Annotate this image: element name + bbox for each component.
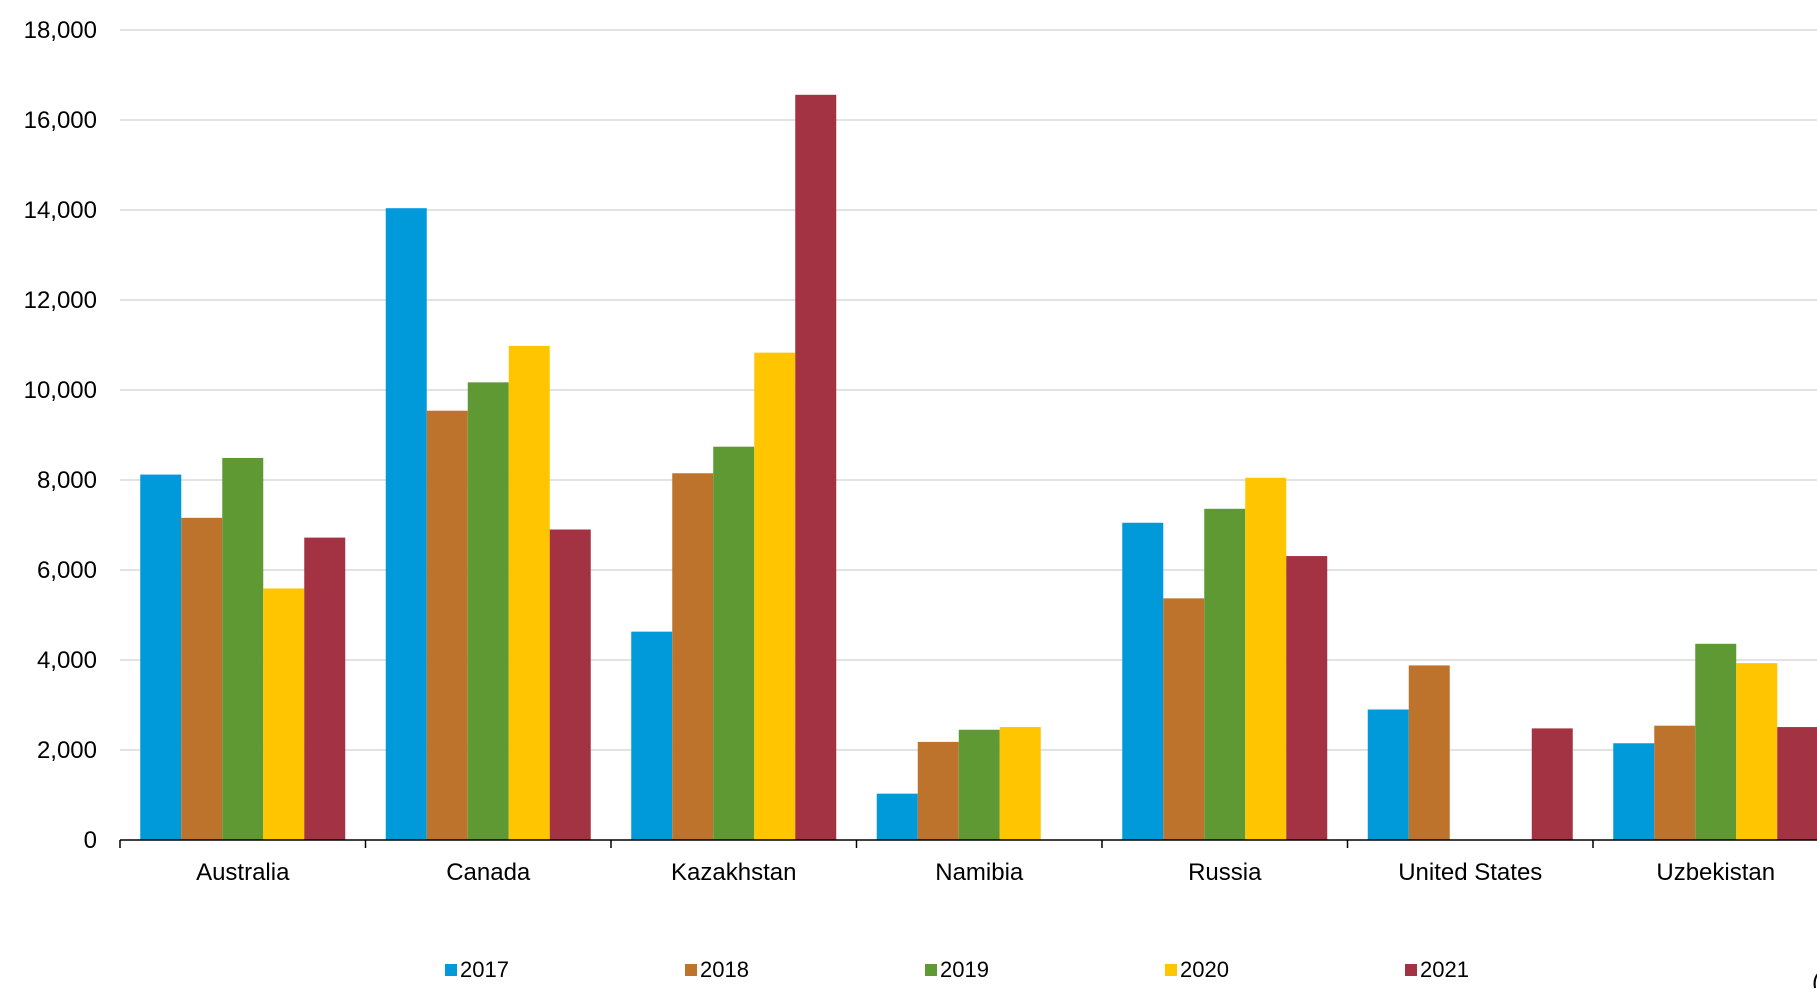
bar-2021-united-states: [1531, 728, 1573, 840]
x-tick-label: Canada: [446, 859, 531, 886]
legend-label: 2021: [1420, 957, 1469, 982]
bar-2018-united-states: [1408, 665, 1450, 840]
clipped-text-fragment: (: [1812, 969, 1817, 988]
bar-2021-uzbekistan: [1777, 727, 1817, 840]
bar-2018-namibia: [917, 741, 959, 840]
x-tick-label: United States: [1398, 859, 1542, 886]
bar-2017-russia: [1122, 522, 1164, 840]
bar-2020-uzbekistan: [1736, 663, 1778, 840]
legend-item-2019: 2019: [925, 957, 989, 982]
legend-swatch: [445, 964, 457, 976]
bar-2017-kazakhstan: [631, 631, 673, 840]
bar-2019-russia: [1204, 508, 1246, 840]
bar-2021-canada: [549, 529, 591, 840]
x-tick-label: Namibia: [935, 859, 1024, 886]
y-tick-label: 4,000: [37, 647, 97, 674]
y-tick-label: 12,000: [24, 287, 97, 314]
y-tick-label: 2,000: [37, 737, 97, 764]
legend-item-2017: 2017: [445, 957, 509, 982]
bar-2018-kazakhstan: [672, 473, 714, 840]
axes: 0 2,000 4,000 6,000 8,000 10,000 12,000 14,000 1…: [24, 17, 1817, 886]
bar-2021-kazakhstan: [795, 94, 837, 841]
legend-label: 2019: [940, 957, 989, 982]
bar-2019-canada: [467, 382, 509, 840]
bar-2020-namibia: [999, 727, 1041, 840]
bar-2021-russia: [1286, 556, 1328, 840]
y-tick-label: 18,000: [24, 17, 97, 44]
y-tick-label: 10,000: [24, 377, 97, 404]
legend: 2017 2018 2019 2020 2021: [445, 957, 1469, 982]
bar-2017-united-states: [1367, 709, 1409, 840]
gridlines: [120, 29, 1817, 751]
bar-2019-australia: [222, 457, 264, 840]
bar-2018-australia: [181, 517, 223, 840]
y-tick-label: 0: [84, 827, 97, 854]
y-tick-label: 6,000: [37, 557, 97, 584]
legend-label: 2018: [700, 957, 749, 982]
bar-2019-kazakhstan: [713, 446, 755, 840]
bar-2020-russia: [1245, 477, 1287, 840]
bar-2020-kazakhstan: [754, 352, 796, 840]
x-tick-label: Kazakhstan: [671, 859, 796, 886]
bars: [140, 94, 1817, 841]
bar-2017-uzbekistan: [1613, 743, 1655, 840]
x-tick-label: Uzbekistan: [1656, 859, 1775, 886]
x-tick-label: Russia: [1188, 859, 1262, 886]
bar-2017-namibia: [876, 793, 918, 840]
bar-2017-australia: [140, 474, 182, 840]
bar-2017-canada: [385, 208, 427, 840]
legend-item-2018: 2018: [685, 957, 749, 982]
y-tick-label: 14,000: [24, 197, 97, 224]
legend-swatch: [925, 964, 937, 976]
y-tick-label: 8,000: [37, 467, 97, 494]
x-tick-label: Australia: [196, 859, 290, 886]
legend-label: 2017: [460, 957, 509, 982]
bar-2018-canada: [426, 410, 468, 840]
legend-item-2020: 2020: [1165, 957, 1229, 982]
legend-swatch: [685, 964, 697, 976]
legend-swatch: [1405, 964, 1417, 976]
bar-2018-uzbekistan: [1654, 725, 1696, 840]
legend-label: 2020: [1180, 957, 1229, 982]
legend-item-2021: 2021: [1405, 957, 1469, 982]
legend-swatch: [1165, 964, 1177, 976]
bar-2019-namibia: [958, 729, 1000, 840]
bar-2018-russia: [1163, 598, 1205, 840]
y-tick-label: 16,000: [24, 107, 97, 134]
bar-2019-uzbekistan: [1695, 643, 1737, 840]
bar-2021-australia: [304, 537, 346, 840]
bar-2020-australia: [263, 588, 305, 840]
bar-2020-canada: [508, 345, 550, 840]
